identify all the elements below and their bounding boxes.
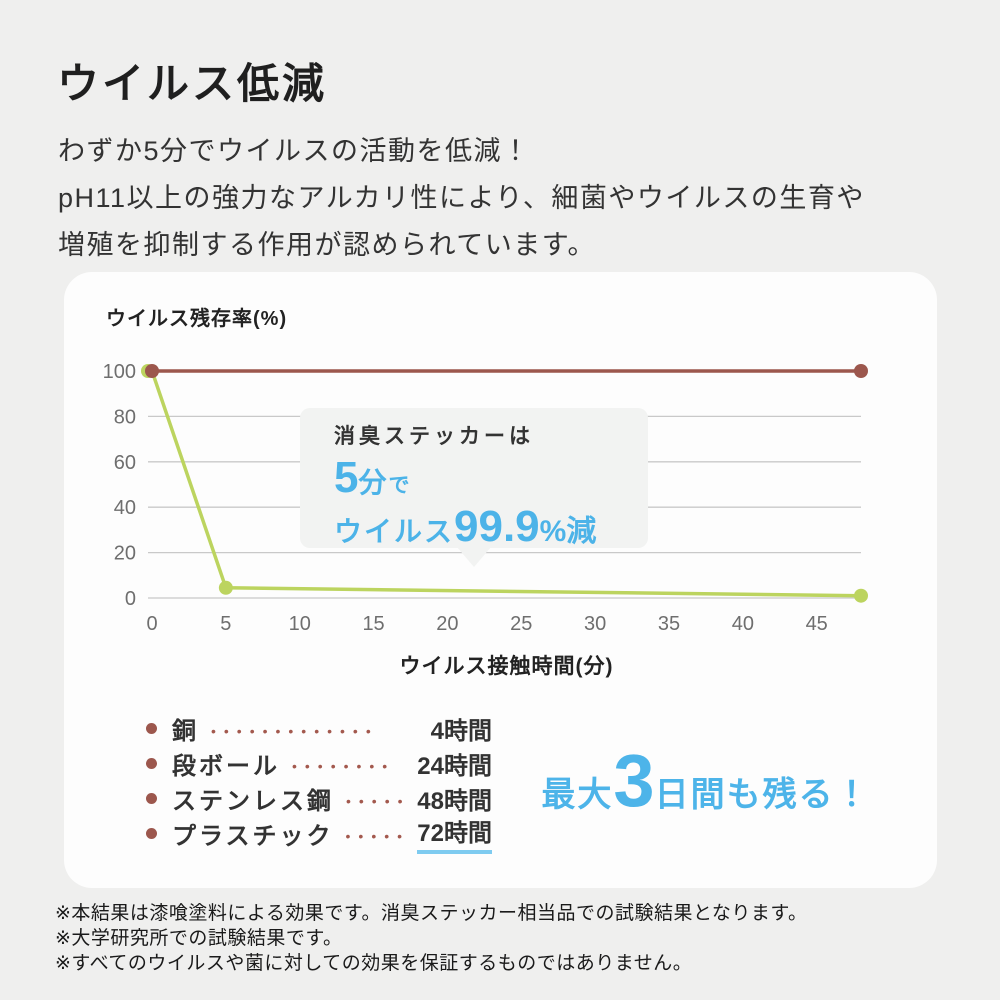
legend-dot-leader: ••••••••••••• — [211, 722, 379, 739]
legend-row: 銅 ••••••••••••• 4時間 — [146, 711, 492, 746]
y-tick-label-60: 60 — [114, 452, 136, 474]
line-chart-svg: 0 20 40 60 80 100 0 5 10 15 20 25 30 35 40 45 — [103, 361, 868, 635]
legend-bullet-icon — [146, 793, 157, 804]
callout-particle: で — [388, 474, 410, 497]
footnote-line-3: ※すべてのウイルスや菌に対しての効果を保証するものではありません。 — [55, 953, 693, 974]
max-remain-days: 3 — [613, 739, 655, 822]
legend-dot-leader: ••••• — [345, 827, 411, 844]
page-title: ウイルス低減 — [57, 60, 328, 107]
x-tick-label-0: 0 — [146, 613, 157, 635]
max-remain-note: 最大3日間も残る！ — [536, 738, 876, 823]
x-tick-label-40: 40 — [732, 613, 754, 635]
chart-card: ウイルス残存率(%) 0 20 40 60 80 100 0 5 10 15 20 25 30 35 40 4… — [64, 272, 937, 888]
footnote-line-2: ※大学研究所での試験結果です。 — [55, 928, 343, 949]
x-tick-label-25: 25 — [510, 613, 532, 635]
legend-bullet-icon — [146, 828, 157, 839]
legend-duration-value: 4時間 — [430, 718, 492, 745]
x-tick-label-45: 45 — [806, 613, 828, 635]
callout-bubble: 消臭ステッカーは 5分で ウイルス99.9%減 — [300, 408, 648, 567]
legend-bullet-icon — [146, 758, 157, 769]
callout-percent-unit: %減 — [539, 515, 597, 548]
legend-material-label: プラスチック — [172, 823, 334, 850]
x-tick-label-20: 20 — [436, 613, 458, 635]
series-marker-other-materials-flat-100-1 — [854, 364, 868, 378]
legend-row: ステンレス鋼 ••••• 48時間 — [146, 781, 492, 816]
series-marker-deodorant-sticker-plaster-paint-1 — [218, 580, 233, 595]
max-remain-suffix: 日間も残る！ — [654, 776, 871, 814]
series-marker-other-materials-flat-100-0 — [145, 364, 159, 378]
callout-virus-word: ウイルス — [334, 516, 455, 547]
legend-material-label: ステンレス鋼 — [172, 788, 334, 815]
x-tick-label-30: 30 — [584, 613, 606, 635]
footnotes: ※本結果は漆喰塗料による効果です。消臭ステッカー相当品での試験結果となります。 … — [55, 901, 807, 976]
callout-percent-number: 99.9 — [454, 502, 540, 551]
series-marker-deodorant-sticker-plaster-paint-2 — [854, 588, 868, 603]
x-tick-label-15: 15 — [362, 613, 384, 635]
x-tick-label-5: 5 — [220, 613, 231, 635]
intro-line-2: pH11以上の強力なアルカリ性により、細菌やウイルスの生育や — [58, 183, 865, 213]
y-axis-title: ウイルス残存率(%) — [106, 308, 288, 330]
x-tick-label-35: 35 — [658, 613, 680, 635]
intro-line-1: わずか5分でウイルスの活動を低減！ — [58, 136, 531, 166]
legend-material-label: 段ボール — [172, 753, 280, 780]
legend-duration-value: 72時間 — [417, 813, 492, 854]
legend-duration-value: 24時間 — [417, 753, 492, 780]
callout-title: 消臭ステッカーは — [334, 425, 534, 448]
legend-row: 段ボール •••••••• 24時間 — [146, 746, 492, 781]
legend-dot-leader: ••••• — [346, 792, 411, 809]
y-tick-label-0: 0 — [125, 588, 136, 610]
footnote-line-1: ※本結果は漆喰塗料による効果です。消臭ステッカー相当品での試験結果となります。 — [55, 903, 808, 924]
intro-line-3: 増殖を抑制する作用が認められています。 — [58, 230, 596, 260]
y-tick-label-80: 80 — [114, 406, 136, 428]
callout-minutes: 5分で — [334, 456, 648, 508]
y-tick-label-20: 20 — [114, 543, 136, 565]
y-tick-label-40: 40 — [114, 497, 136, 519]
callout-minutes-number: 5 — [334, 453, 359, 502]
material-duration-legend: 銅 ••••••••••••• 4時間 段ボール •••••••• 24時間 ステンレス鋼 •… — [146, 711, 492, 854]
legend-dot-leader: •••••••• — [292, 757, 396, 774]
y-tick-label-100: 100 — [103, 361, 136, 383]
legend-row: プラスチック ••••• 72時間 — [146, 813, 492, 854]
intro-text: わずか5分でウイルスの活動を低減！ pH11以上の強力なアルカリ性により、細菌や… — [58, 128, 865, 269]
x-tick-label-10: 10 — [289, 613, 311, 635]
legend-material-label: 銅 — [172, 718, 199, 745]
max-remain-prefix: 最大 — [541, 776, 614, 814]
legend-bullet-icon — [146, 723, 157, 734]
x-axis-title: ウイルス接触時間(分) — [399, 655, 614, 678]
callout-minutes-unit: 分 — [358, 467, 389, 498]
callout-reduction: ウイルス99.9%減 — [334, 505, 648, 556]
legend-duration-value: 48時間 — [417, 788, 492, 815]
